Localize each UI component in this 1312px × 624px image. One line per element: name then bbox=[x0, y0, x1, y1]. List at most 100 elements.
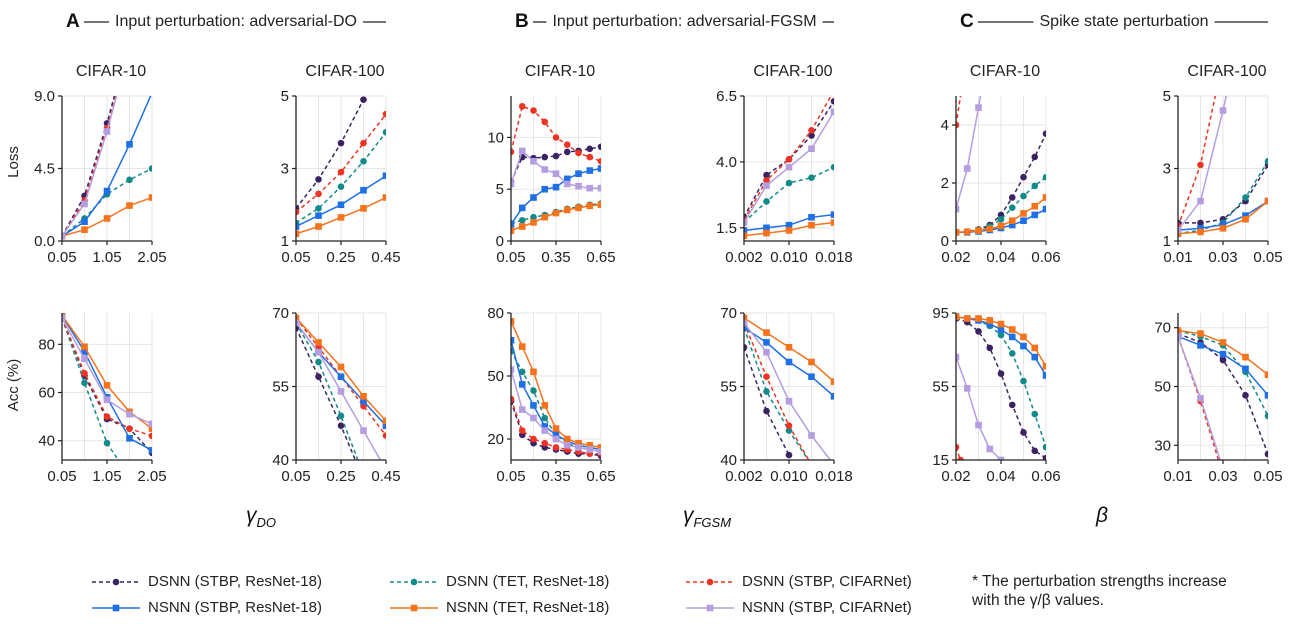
data-point bbox=[552, 170, 560, 177]
legend-marker bbox=[112, 604, 120, 612]
data-point bbox=[956, 443, 960, 451]
data-point bbox=[126, 36, 133, 43]
data-point bbox=[986, 320, 994, 328]
chart-panel: 0.05 0.35 0.65 0 5 10 CIFAR-10 bbox=[487, 63, 615, 266]
data-point bbox=[81, 218, 88, 225]
x-axis-labels: γDO γFGSM β bbox=[246, 504, 1108, 530]
data-point bbox=[360, 186, 367, 194]
data-point bbox=[586, 442, 594, 449]
data-point bbox=[808, 373, 815, 380]
x-tick-label: 0.03 bbox=[1208, 249, 1237, 266]
data-point bbox=[1264, 412, 1268, 420]
data-point bbox=[808, 174, 815, 182]
data-point bbox=[103, 381, 111, 389]
data-point bbox=[552, 209, 560, 217]
legend-swatch-icon bbox=[390, 604, 438, 612]
chart-panel: 0.02 0.04 0.06 0 2 4 CIFAR-10 bbox=[941, 49, 1061, 266]
data-point bbox=[575, 444, 582, 451]
data-point bbox=[530, 368, 537, 376]
data-point bbox=[1042, 454, 1046, 460]
series-group bbox=[511, 318, 601, 460]
data-point bbox=[975, 421, 982, 429]
data-point bbox=[1008, 401, 1016, 409]
legend: DSNN (STBP, ResNet-18) NSNN (STBP, ResNe… bbox=[0, 560, 1312, 620]
legend-marker bbox=[706, 578, 714, 586]
data-point bbox=[563, 148, 571, 156]
data-point bbox=[744, 319, 748, 327]
data-point bbox=[530, 107, 537, 114]
data-point bbox=[126, 435, 133, 442]
y-tick-label: 5 bbox=[1163, 88, 1171, 105]
data-point bbox=[148, 425, 152, 432]
data-point bbox=[81, 343, 88, 351]
data-point bbox=[1242, 194, 1249, 201]
x-tick-label: 0.25 bbox=[326, 468, 355, 485]
data-point bbox=[126, 202, 133, 209]
data-point bbox=[997, 331, 1005, 339]
data-point bbox=[81, 379, 88, 387]
data-point bbox=[956, 205, 960, 213]
y-tick-label: 20 bbox=[487, 431, 504, 448]
panel-title: CIFAR-10 bbox=[76, 63, 146, 80]
data-point bbox=[360, 139, 367, 147]
data-point bbox=[1042, 194, 1046, 201]
data-point bbox=[785, 163, 793, 171]
data-point bbox=[541, 185, 549, 193]
data-point bbox=[763, 348, 770, 356]
data-point bbox=[1242, 365, 1249, 373]
data-point bbox=[81, 226, 88, 234]
data-point bbox=[1242, 215, 1249, 223]
data-point bbox=[360, 427, 367, 434]
series-line bbox=[62, 96, 118, 237]
data-point bbox=[963, 315, 971, 322]
data-point bbox=[530, 157, 537, 165]
data-point bbox=[541, 439, 549, 447]
data-point bbox=[563, 442, 571, 449]
y-tick-label: 1 bbox=[1163, 233, 1171, 250]
x-tick-label: 0.05 bbox=[281, 468, 310, 485]
x-tick-label: 0.65 bbox=[586, 249, 615, 266]
x-tick-label: 0.04 bbox=[986, 249, 1015, 266]
data-point bbox=[530, 219, 537, 226]
data-point bbox=[126, 44, 133, 51]
y-tick-label: 50 bbox=[1154, 379, 1171, 396]
series-group bbox=[1178, 96, 1268, 238]
data-point bbox=[148, 432, 152, 440]
data-point bbox=[785, 179, 793, 187]
data-point bbox=[563, 175, 571, 183]
data-point bbox=[296, 223, 300, 230]
data-point bbox=[552, 431, 560, 439]
data-point bbox=[541, 213, 549, 221]
x-tick-label: 0.010 bbox=[770, 249, 808, 266]
y-tick-label: 4 bbox=[941, 117, 949, 134]
data-point bbox=[1264, 197, 1268, 205]
data-point bbox=[964, 49, 971, 56]
data-point bbox=[830, 393, 834, 400]
data-point bbox=[148, 194, 152, 201]
data-point bbox=[808, 358, 815, 366]
y-tick-label: 60 bbox=[38, 385, 55, 402]
data-point bbox=[518, 381, 526, 388]
y-tick-label: 5 bbox=[281, 88, 289, 105]
data-point bbox=[830, 219, 834, 226]
data-point bbox=[530, 387, 537, 395]
data-point bbox=[1242, 353, 1249, 361]
series-group bbox=[1178, 327, 1268, 460]
data-point bbox=[763, 224, 770, 232]
data-point bbox=[1197, 197, 1204, 205]
series-line bbox=[296, 322, 359, 460]
data-point bbox=[763, 373, 770, 381]
x-tick-label: 0.25 bbox=[326, 249, 355, 266]
data-point bbox=[575, 182, 582, 190]
data-point bbox=[360, 205, 367, 212]
data-point bbox=[530, 194, 537, 201]
data-point bbox=[511, 318, 515, 325]
data-point bbox=[552, 183, 560, 191]
data-point bbox=[744, 344, 748, 351]
data-point bbox=[1197, 161, 1204, 169]
data-point bbox=[1008, 333, 1016, 341]
series-group bbox=[511, 103, 601, 234]
legend-swatch-icon bbox=[686, 604, 734, 612]
data-point bbox=[81, 369, 88, 377]
legend-swatch-icon bbox=[92, 578, 140, 586]
